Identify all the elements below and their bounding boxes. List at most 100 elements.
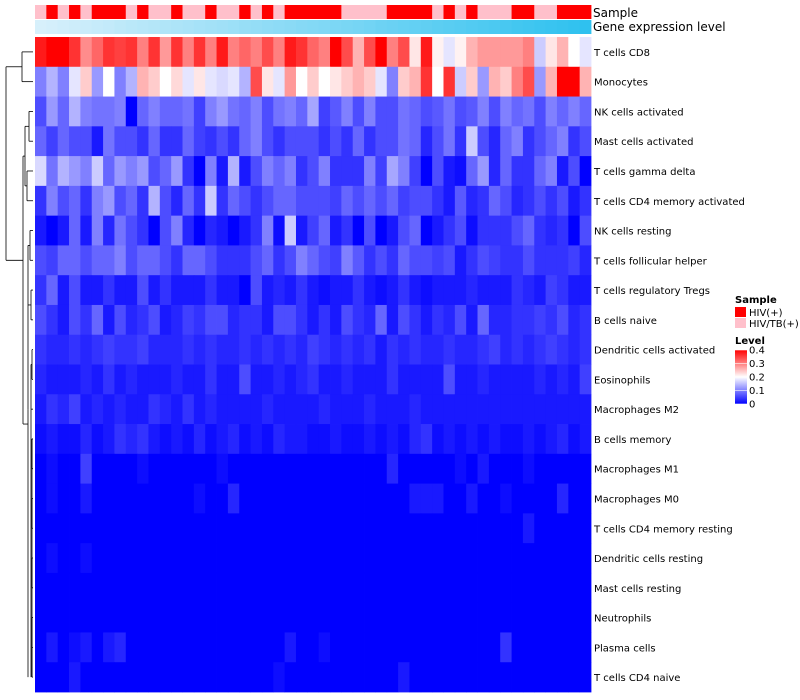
heatmap-cell (114, 334, 127, 365)
heatmap-cell (579, 275, 592, 306)
heatmap-cell (295, 185, 308, 217)
heatmap-cell (488, 304, 501, 336)
heatmap-cell (443, 543, 456, 574)
heatmap-cell (386, 126, 399, 157)
heatmap-cell (69, 275, 81, 306)
heatmap-cell (477, 66, 490, 97)
heatmap-cell (477, 662, 490, 693)
heatmap-cell (148, 632, 161, 663)
heatmap-cell (103, 275, 115, 306)
heatmap-cell (330, 632, 342, 663)
row-label: NK cells resting (594, 227, 671, 238)
sample-annotation-cell (159, 5, 172, 19)
heatmap-cell (500, 394, 512, 425)
heatmap-cell (477, 394, 490, 425)
heatmap-cell (522, 275, 535, 306)
heatmap-cell (568, 96, 581, 127)
heatmap-cell (477, 126, 490, 157)
legend: Sample HIV(+) HIV/TB(+) Level 0.40.30.20… (735, 295, 799, 411)
heatmap-cell (556, 96, 569, 127)
gene-expression-annotation-cell (125, 20, 138, 34)
heatmap-cell (364, 304, 376, 336)
sample-annotation-cell (352, 5, 365, 19)
heatmap-cell (375, 364, 388, 395)
heatmap-cell (35, 215, 47, 246)
heatmap-cell (193, 513, 206, 544)
heatmap-cell (352, 424, 365, 455)
heatmap-cell (318, 572, 331, 604)
heatmap-cell (409, 126, 422, 157)
heatmap-cell (500, 572, 512, 604)
heatmap-cell (500, 245, 512, 276)
row-label: Monocytes (594, 78, 648, 89)
heatmap-cell (511, 513, 524, 544)
heatmap-cell (137, 543, 149, 574)
heatmap-cell (193, 572, 206, 604)
heatmap-cell (137, 602, 149, 633)
heatmap-cell (568, 662, 581, 693)
heatmap-cell (454, 483, 467, 514)
heatmap-cell (46, 245, 59, 276)
heatmap-cell (466, 364, 478, 395)
heatmap-cell (318, 364, 331, 395)
heatmap-cell (57, 513, 70, 544)
heatmap-cell (227, 156, 240, 187)
heatmap-cell (250, 632, 263, 663)
heatmap-cell (250, 66, 263, 97)
heatmap-cell (409, 96, 422, 127)
heatmap-cell (273, 453, 286, 484)
heatmap-cell (420, 245, 433, 276)
heatmap-cell (341, 394, 354, 425)
heatmap-cell (511, 304, 524, 336)
heatmap-cell (295, 364, 308, 395)
heatmap-cell (80, 304, 93, 336)
sample-annotation-cell (216, 5, 229, 19)
heatmap-cell (454, 602, 467, 633)
heatmap-cell (375, 185, 388, 217)
heatmap-cell (148, 453, 161, 484)
heatmap-cell (556, 156, 569, 187)
heatmap-cell (500, 453, 512, 484)
heatmap-cell (216, 37, 229, 68)
heatmap-cell (341, 275, 354, 306)
gene-expression-annotation-cell (386, 20, 399, 34)
heatmap-cell (432, 156, 444, 187)
gene-expression-annotation-cell (330, 20, 342, 34)
heatmap-cell (432, 543, 444, 574)
heatmap-cell (159, 543, 172, 574)
heatmap-cell (261, 662, 274, 693)
heatmap-cell (545, 185, 558, 217)
heatmap-cell (454, 453, 467, 484)
heatmap-cell (579, 632, 592, 663)
heatmap-cell (330, 394, 342, 425)
heatmap-cell (250, 334, 263, 365)
heatmap-cell (57, 632, 70, 663)
heatmap-cell (250, 96, 263, 127)
gene-expression-annotation-cell (432, 20, 444, 34)
heatmap-cell (364, 632, 376, 663)
heatmap-cell (261, 334, 274, 365)
heatmap-cell (216, 364, 229, 395)
heatmap-cell (307, 632, 320, 663)
heatmap-cell (534, 602, 547, 633)
heatmap-cell (443, 96, 456, 127)
heatmap-cell (69, 662, 81, 693)
heatmap-cell (148, 662, 161, 693)
heatmap-cell (193, 304, 206, 336)
heatmap-cell (488, 96, 501, 127)
heatmap-cell (273, 572, 286, 604)
heatmap-cell (443, 245, 456, 276)
heatmap-cell (182, 126, 195, 157)
heatmap-cell (443, 364, 456, 395)
gene-expression-annotation-cell (318, 20, 331, 34)
heatmap-cell (318, 245, 331, 276)
heatmap-cell (330, 156, 342, 187)
heatmap-cell (69, 37, 81, 68)
heatmap-cell (307, 483, 320, 514)
heatmap-cell (69, 66, 81, 97)
heatmap-cell (227, 513, 240, 544)
heatmap-cell (261, 185, 274, 217)
heatmap-cell (46, 334, 59, 365)
heatmap-cell (420, 453, 433, 484)
legend-label-hiv: HIV(+) (749, 308, 783, 319)
